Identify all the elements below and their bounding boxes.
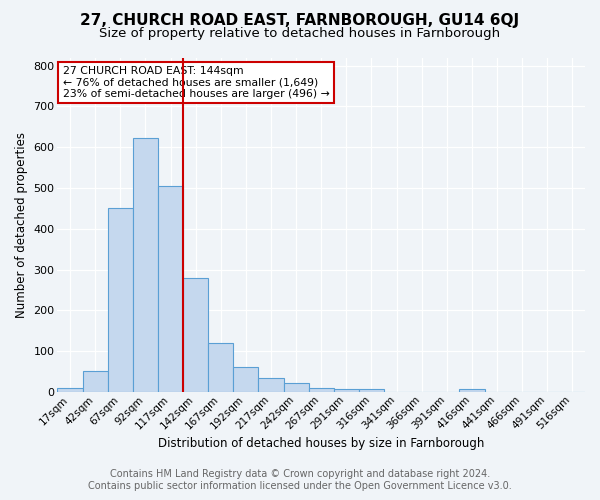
Bar [308, 388, 334, 392]
Bar [108, 208, 133, 392]
Bar [133, 138, 158, 392]
Bar [284, 383, 308, 392]
Bar [460, 388, 485, 392]
Bar [334, 388, 359, 392]
Bar [183, 278, 208, 392]
Bar [233, 368, 259, 392]
Bar [208, 343, 233, 392]
X-axis label: Distribution of detached houses by size in Farnborough: Distribution of detached houses by size … [158, 437, 484, 450]
Bar [83, 372, 108, 392]
Text: 27 CHURCH ROAD EAST: 144sqm
← 76% of detached houses are smaller (1,649)
23% of : 27 CHURCH ROAD EAST: 144sqm ← 76% of det… [63, 66, 329, 99]
Bar [259, 378, 284, 392]
Bar [158, 186, 183, 392]
Text: 27, CHURCH ROAD EAST, FARNBOROUGH, GU14 6QJ: 27, CHURCH ROAD EAST, FARNBOROUGH, GU14 … [80, 12, 520, 28]
Bar [359, 388, 384, 392]
Bar [58, 388, 83, 392]
Text: Size of property relative to detached houses in Farnborough: Size of property relative to detached ho… [100, 28, 500, 40]
Text: Contains HM Land Registry data © Crown copyright and database right 2024.
Contai: Contains HM Land Registry data © Crown c… [88, 470, 512, 491]
Y-axis label: Number of detached properties: Number of detached properties [15, 132, 28, 318]
